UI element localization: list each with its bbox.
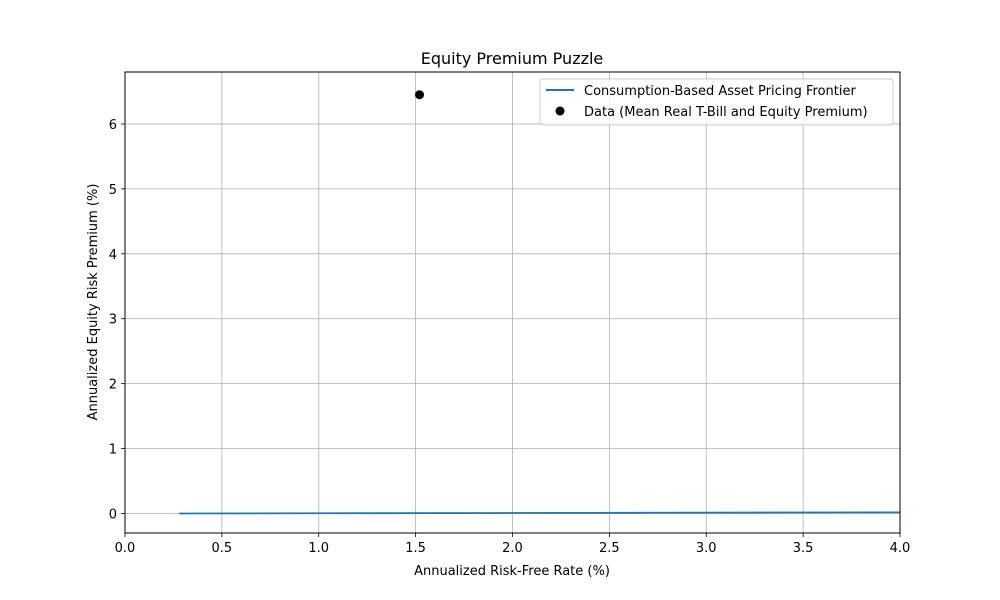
legend-label-data: Data (Mean Real T-Bill and Equity Premiu… [584,105,868,120]
data-point [415,90,424,100]
y-tick-label: 0 [109,508,117,523]
y-tick-label: 2 [109,378,117,393]
legend-box [539,78,894,126]
series-layer [179,90,901,515]
x-tick-label: 2.5 [599,541,620,556]
frontier-line [179,511,901,515]
legend-point-swatch [555,106,565,116]
legend: Consumption-Based Asset Pricing Frontier… [539,78,894,126]
x-tick-label: 4.0 [890,541,911,556]
x-tick-label: 3.0 [696,541,717,556]
y-axis-label: Annualized Equity Risk Premium (%) [86,184,101,421]
y-tick-label: 3 [109,313,117,328]
y-tick-label: 6 [109,118,117,133]
grid-layer [124,72,901,533]
y-tick-label: 5 [109,183,117,198]
x-tick-label: 1.5 [405,541,426,556]
x-tick-label: 3.5 [793,541,814,556]
y-tick-label: 1 [109,443,117,458]
y-tick-label: 4 [109,248,117,263]
x-tick-label: 0.0 [115,541,136,556]
legend-label-frontier: Consumption-Based Asset Pricing Frontier [584,84,856,99]
chart-title: Equity Premium Puzzle [421,49,604,68]
tick-layer: 0.0 0.5 1.0 1.5 2.0 2.5 3.0 3.5 4.0 0 1 2 3 4 5 6 [109,118,911,556]
x-axis-label: Annualized Risk-Free Rate (%) [414,564,610,579]
x-tick-label: 2.0 [502,541,523,556]
x-tick-label: 1.0 [308,541,329,556]
x-tick-label: 0.5 [212,541,233,556]
